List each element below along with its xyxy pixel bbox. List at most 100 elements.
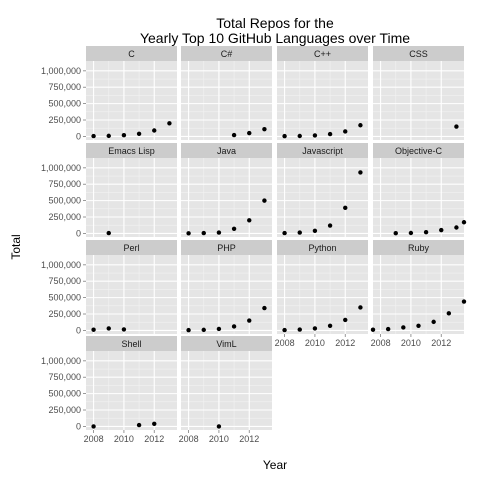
panel-python: Python 2008 2010 2012 [275,240,368,348]
panel-background [277,255,368,334]
x-tick-label: 2010 [305,338,325,348]
y-tick-label: 1,000,000 [41,356,81,366]
panel-ruby: Ruby 2008 2010 2012 [371,240,467,348]
panel-shell: Shell 0 250,000 500,000 750,000 1,000,000 2008… [41,336,177,444]
strip-background [277,46,368,61]
data-point [262,198,267,203]
data-point [186,231,191,236]
panel-viml: VimL 2008 2010 2012 [179,336,272,444]
strip-background [86,240,177,255]
strip-label: Perl [123,243,139,253]
data-point [461,220,467,225]
y-tick-label: 0 [76,228,81,238]
data-point [446,311,452,316]
data-point [282,230,287,236]
panel-background [86,351,177,430]
data-point [216,424,222,429]
data-point [370,327,376,332]
data-point [385,326,391,332]
chart-title-line-1: Total Repos for the [216,15,334,31]
data-point [343,205,348,211]
data-point [247,218,252,223]
data-point [401,325,406,330]
data-point [152,421,157,426]
data-point [312,133,318,138]
y-tick-label: 750,000 [48,179,81,189]
data-point [231,132,237,138]
panel-background [373,158,464,237]
strip-label: Shell [121,339,141,349]
data-point [152,128,157,133]
data-point [201,230,206,236]
data-point [231,324,237,329]
data-point [136,422,142,428]
x-tick-label: 2012 [335,338,355,348]
y-tick-label: 0 [76,421,81,431]
panel-background [181,351,272,430]
x-tick-label: 2010 [401,338,421,348]
data-point [262,305,267,311]
panel-php: PHP [181,240,272,334]
strip-background [373,240,464,255]
data-point [106,326,111,331]
y-tick-label: 500,000 [48,99,81,109]
data-point [247,130,252,136]
y-tick-label: 1,000,000 [41,163,81,173]
y-tick-label: 1,000,000 [41,260,81,270]
x-tick-label: 2010 [209,434,229,444]
x-tick-label: 2012 [144,434,164,444]
panel-background [373,255,464,334]
strip-label: Ruby [408,243,430,253]
data-point [393,230,398,236]
strip-background [277,143,368,158]
panel-css: CSS [373,46,464,140]
data-point [327,131,333,137]
strip-background [181,336,272,351]
x-tick-label: 2008 [275,338,295,348]
panel-background [86,158,177,237]
data-point [201,327,206,333]
strip-background [86,46,177,61]
y-tick-label: 0 [76,131,81,141]
data-point [91,424,96,429]
x-tick-label: 2012 [239,434,259,444]
strip-label: Emacs Lisp [108,146,155,156]
y-tick-label: 500,000 [48,389,81,399]
x-tick-label: 2010 [114,434,134,444]
panel-c: C 0 250,000 500,000 750,000 1,000,000 [41,46,177,141]
data-point [423,230,429,235]
x-tick-label: 2012 [431,338,451,348]
panel-perl: Perl 0 250,000 500,000 750,000 1,000,000 [41,240,177,335]
panel-objective-c: Objective-C [373,143,467,237]
data-point [91,133,96,139]
y-tick-label: 250,000 [48,115,81,125]
data-point [106,133,111,139]
panel-c: C++ [277,46,368,140]
strip-label: C# [221,49,233,59]
panel-background [277,158,368,237]
strip-label: Javascript [302,146,343,156]
data-point [431,319,436,325]
data-point [91,327,96,332]
y-tick-label: 1,000,000 [41,66,81,76]
panel-background [181,158,272,237]
panel-emacs-lisp: Emacs Lisp 0 250,000 500,000 750,000 1,000,00… [41,143,177,238]
x-tick-label: 2008 [84,434,104,444]
data-point [282,327,287,333]
data-point [439,227,444,233]
strip-label: Python [308,243,336,253]
y-tick-label: 500,000 [48,293,81,303]
strip-background [373,143,464,158]
strip-label: VimL [216,339,236,349]
y-axis-title: Total [9,234,23,259]
y-tick-label: 750,000 [48,372,81,382]
y-tick-label: 250,000 [48,212,81,222]
strip-label: CSS [409,49,428,59]
strip-label: C++ [314,49,331,59]
facet-panels: C 0 250,000 500,000 750,000 1,000,000 C# C++ CSS… [41,46,467,444]
data-point [297,133,302,139]
strip-background [86,336,177,351]
data-point [454,124,459,129]
data-point [358,170,363,175]
y-tick-label: 500,000 [48,196,81,206]
